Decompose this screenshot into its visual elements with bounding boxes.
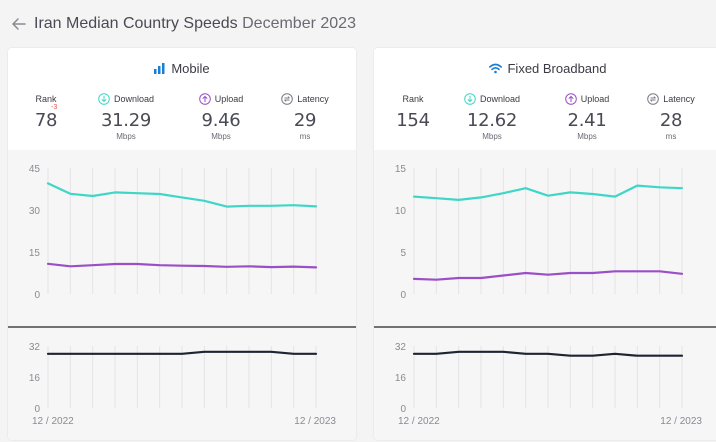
upload-label: Upload (188, 92, 254, 106)
mobile-latency-y-tick-label: 0 (34, 404, 40, 415)
latency-label: Latency (274, 92, 336, 106)
latency-label: Latency (640, 92, 702, 106)
rank-value: 78 (34, 110, 58, 131)
mobile-speed-y-tick-label: 15 (29, 248, 41, 259)
mobile-latency-y-tick-label: 32 (29, 342, 41, 353)
download-label: Download (92, 92, 160, 106)
mobile-card-header: Mobile Rank 78 -3 Download 31.29 Mbps (8, 48, 356, 150)
mobile-speed-download-line (46, 182, 318, 208)
fixed-card-header: Fixed Broadband Rank 154 Download 12.62 … (374, 48, 716, 150)
fixed-upload: Upload 2.41 Mbps (554, 92, 620, 141)
fixed-latency-y-tick-label: 16 (395, 373, 407, 384)
download-label-text: Download (113, 94, 155, 104)
mobile-speed-y-tick-label: 45 (29, 164, 41, 175)
rank-label: Rank (402, 94, 424, 104)
fixed-speed-y-tick-label: 0 (400, 290, 406, 301)
download-arrow-icon (98, 93, 110, 105)
upload-unit: Mbps (211, 132, 231, 141)
page-title: Iran Median Country Speeds December 2023 (34, 15, 356, 33)
fixed-speed-y-tick-label: 15 (395, 164, 407, 175)
latency-icon (647, 93, 660, 105)
arrow-left-icon[interactable] (10, 15, 28, 33)
mobile-rank: Rank 78 -3 (28, 92, 64, 131)
download-unit: Mbps (116, 132, 136, 141)
mobile-upload: Upload 9.46 Mbps (188, 92, 254, 141)
signal-bars-icon (154, 63, 165, 74)
download-arrow-icon (464, 93, 476, 105)
upload-value: 9.46 (201, 110, 241, 131)
latency-value: 28 (659, 110, 683, 131)
fixed-speed-y-tick-label: 10 (395, 206, 407, 217)
upload-label-text: Upload (580, 94, 610, 104)
mobile-latency-y-tick-label: 16 (29, 373, 41, 384)
latency-unit: ms (665, 132, 677, 141)
page-header: Iran Median Country Speeds December 2023 (10, 12, 356, 36)
download-value: 31.29 (100, 110, 152, 131)
mobile-x-start-label: 12 / 2022 (32, 416, 74, 427)
fixed-speed-upload-line (412, 270, 684, 281)
fixed-x-start-label: 12 / 2022 (398, 416, 440, 427)
fixed-speed-download-line (412, 184, 684, 202)
fixed-latency-latency-line (412, 350, 684, 357)
mobile-card-title: Mobile (8, 61, 356, 76)
latency-value: 29 (293, 110, 317, 131)
fixed-download: Download 12.62 Mbps (458, 92, 526, 141)
mobile-latency-latency-line (46, 350, 318, 355)
fixed-x-end-label: 12 / 2023 (660, 416, 702, 427)
upload-arrow-icon (198, 93, 211, 105)
upload-value: 2.41 (567, 110, 607, 131)
rank-value: 154 (396, 110, 430, 131)
fixed-rank: Rank 154 (394, 92, 432, 131)
latency-unit: ms (299, 132, 311, 141)
rank-delta: -3 (51, 104, 58, 111)
wifi-icon (489, 63, 503, 74)
upload-label: Upload (554, 92, 620, 106)
fixed-card-title-text: Fixed Broadband (507, 61, 607, 76)
download-unit: Mbps (482, 132, 502, 141)
mobile-speed-upload-line (46, 262, 318, 269)
upload-arrow-icon (564, 93, 577, 105)
rank-label: Rank (35, 94, 57, 104)
fixed-chart-area: 15 10 5 0 32 16 0 12 / 2022 12 / 2023 (374, 150, 716, 440)
page-title-text: Iran Median Country Speeds (34, 15, 238, 32)
fixed-latency: Latency 28 ms (640, 92, 702, 141)
mobile-latency: Latency 29 ms (274, 92, 336, 141)
download-label-text: Download (479, 94, 521, 104)
mobile-card: Mobile Rank 78 -3 Download 31.29 Mbps (8, 48, 356, 440)
download-value: 12.62 (466, 110, 518, 131)
mobile-chart-area: 45 30 15 0 32 16 0 12 / 2022 12 / 2023 (8, 150, 356, 440)
latency-label-text: Latency (297, 94, 329, 104)
latency-icon (281, 93, 294, 105)
fixed-latency-y-tick-label: 0 (400, 404, 406, 415)
fixed-latency-y-tick-label: 32 (395, 342, 407, 353)
mobile-card-title-text: Mobile (171, 61, 210, 76)
upload-unit: Mbps (577, 132, 597, 141)
download-label: Download (458, 92, 526, 106)
fixed-speed-y-tick-label: 5 (400, 248, 406, 259)
mobile-x-end-label: 12 / 2023 (294, 416, 336, 427)
page-title-date: December 2023 (242, 15, 356, 32)
latency-label-text: Latency (663, 94, 695, 104)
upload-label-text: Upload (214, 94, 244, 104)
fixed-broadband-card: Fixed Broadband Rank 154 Download 12.62 … (374, 48, 716, 440)
mobile-speed-y-tick-label: 0 (34, 290, 40, 301)
mobile-speed-y-tick-label: 30 (29, 206, 41, 217)
fixed-card-title: Fixed Broadband (374, 61, 716, 76)
fixed-latency-bg (374, 328, 716, 440)
mobile-download: Download 31.29 Mbps (92, 92, 160, 141)
